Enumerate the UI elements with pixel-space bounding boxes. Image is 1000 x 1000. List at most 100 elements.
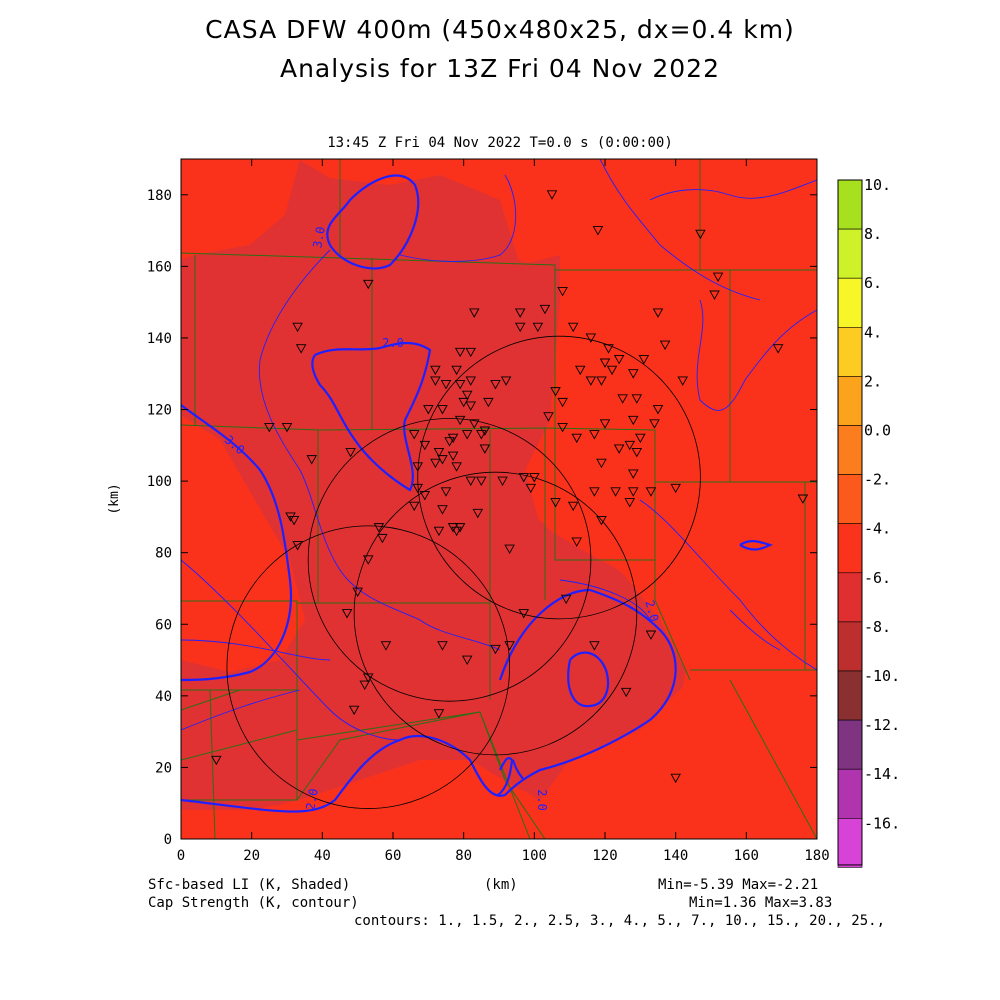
field-region-high <box>181 415 305 672</box>
station-marker <box>408 501 420 512</box>
station-marker <box>345 448 356 458</box>
station-marker <box>451 462 462 472</box>
station-marker <box>461 655 473 665</box>
contour-line <box>181 689 301 731</box>
station-marker <box>635 433 646 444</box>
station-marker <box>465 376 477 386</box>
county-line <box>729 679 817 839</box>
contour-line <box>639 499 817 671</box>
y-tick-label: 0 <box>164 832 172 848</box>
station-marker <box>483 397 494 408</box>
station-marker <box>454 347 466 358</box>
radar-range-rings <box>226 335 701 809</box>
station-marker <box>645 630 657 640</box>
station-marker <box>433 448 445 458</box>
station-marker <box>461 390 473 401</box>
contour-line <box>181 559 401 741</box>
colorbar-swatch <box>837 277 863 328</box>
x-tick-label: 140 <box>663 848 688 864</box>
station-marker <box>695 229 706 240</box>
station-marker <box>490 644 501 655</box>
station-marker <box>211 755 222 766</box>
station-marker <box>359 680 371 691</box>
station-marker <box>447 451 459 461</box>
station-marker <box>437 405 448 415</box>
station-marker <box>620 687 632 698</box>
colorbar-tick-label: 0.0 <box>864 422 891 440</box>
contour-line-bold <box>739 540 773 551</box>
station-marker <box>412 483 424 494</box>
station-marker <box>592 226 604 236</box>
station-marker <box>585 376 597 386</box>
station-marker <box>504 544 515 555</box>
plot-frame <box>180 158 818 840</box>
station-marker <box>529 473 540 483</box>
station-marker <box>532 322 544 333</box>
y-tick-label: 60 <box>155 617 172 633</box>
station-marker <box>589 641 600 651</box>
station-marker <box>557 286 568 297</box>
colorbar-swatch <box>837 523 863 574</box>
station-marker <box>772 344 784 354</box>
station-marker <box>571 433 583 444</box>
y-tick-label: 80 <box>155 546 172 562</box>
station-marker <box>468 419 480 429</box>
station-marker <box>490 380 501 390</box>
station-marker <box>518 609 530 619</box>
contour-line <box>599 159 761 301</box>
station-marker <box>631 394 643 404</box>
station-marker <box>677 376 689 386</box>
y-axis: 0 20 40 60 80 100 120 140 160 180 <box>147 188 817 848</box>
station-marker <box>797 494 809 504</box>
county-line <box>209 689 216 839</box>
colorbar-swatch <box>837 670 863 721</box>
station-marker <box>437 641 448 651</box>
station-marker <box>479 444 491 454</box>
station-marker <box>596 376 607 386</box>
station-marker <box>362 673 374 683</box>
station-marker <box>610 487 621 497</box>
station-marker <box>589 487 600 497</box>
contour-levels: contours: 1., 1.5, 2., 2.5, 3., 4., 5., … <box>354 913 886 929</box>
shaded-minmax: Min=-5.39 Max=-2.21 <box>658 877 819 893</box>
county-boundaries <box>181 159 817 839</box>
contour-line-bold <box>511 759 525 781</box>
station-marker <box>419 490 431 501</box>
station-marker <box>518 473 530 483</box>
colorbar-swatch <box>837 376 863 426</box>
station-marker <box>627 415 639 426</box>
station-marker <box>306 455 318 465</box>
station-marker <box>362 555 374 565</box>
colorbar-tick-label: 8. <box>864 225 882 243</box>
county-line <box>296 711 481 741</box>
contour-label: 3.0 <box>310 225 328 249</box>
station-marker <box>599 419 611 429</box>
station-marker <box>567 501 579 512</box>
station-marker <box>645 487 657 497</box>
station-marker <box>433 709 445 719</box>
station-marker <box>599 358 611 368</box>
station-marker <box>627 469 639 479</box>
y-tick-label: 180 <box>147 188 172 204</box>
station-marker <box>624 498 636 508</box>
station-marker <box>433 526 445 537</box>
station-marker <box>596 458 607 469</box>
county-line <box>181 424 656 431</box>
county-line <box>554 430 655 561</box>
contour-line-bold <box>181 404 292 682</box>
station-marker <box>617 394 628 404</box>
x-tick-label: 160 <box>734 848 759 864</box>
y-tick-label: 120 <box>147 403 172 419</box>
x-tick-label: 0 <box>177 848 185 864</box>
x-tick-label: 20 <box>243 848 260 864</box>
station-marker <box>377 533 388 544</box>
station-marker <box>709 290 720 300</box>
contour-line-bold <box>181 588 677 813</box>
contour-line-bold <box>497 756 514 796</box>
colorbar-tick-label: 6. <box>864 274 882 292</box>
station-marker <box>596 516 607 526</box>
radar-ring <box>417 335 701 620</box>
station-marker <box>497 476 508 487</box>
x-tick-label: 80 <box>455 848 472 864</box>
colorbar-frame <box>837 179 863 866</box>
